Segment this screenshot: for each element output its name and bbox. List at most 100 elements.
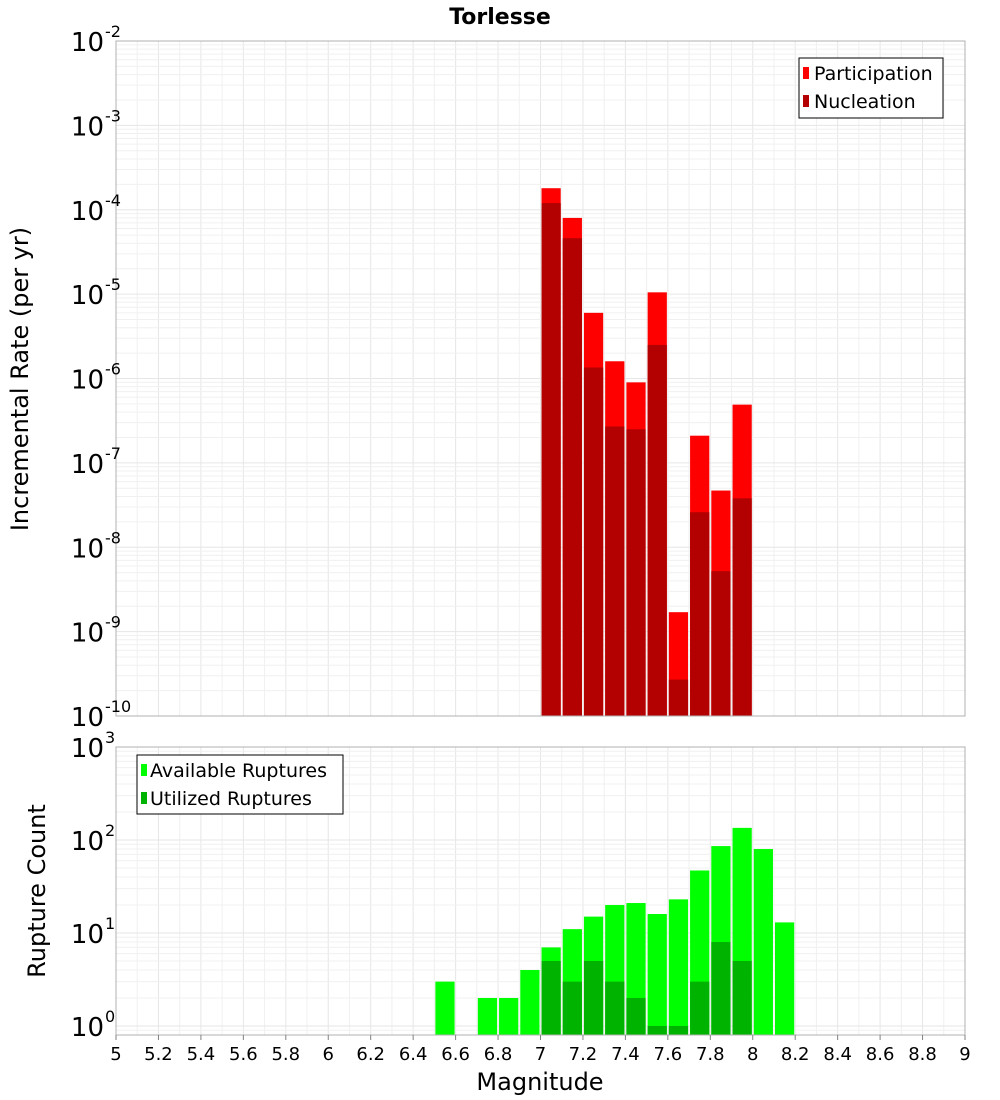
count-bar-available-ruptures [520,969,540,1035]
x-tick-label: 8.6 [866,1044,895,1065]
x-tick-label: 8.2 [781,1044,810,1065]
y-tick-label: 10 [71,28,104,58]
y-tick-exponent: -3 [105,106,121,125]
count-bar-utilized-ruptures [541,960,561,1035]
top-plot-frame [115,40,966,717]
count-bar-utilized-ruptures [668,1025,689,1035]
bottom-plot-grid [115,746,966,1036]
x-axis-label: Magnitude [476,1068,603,1096]
legend-swatch-utilized [141,792,147,804]
x-tick-label: 9 [959,1044,970,1065]
legend-label-utilized: Utilized Ruptures [150,788,312,810]
count-bar-available-ruptures [499,997,519,1035]
count-bar-available-ruptures [774,922,795,1035]
x-ticks: 5 5.2 5.4 5.6 5.8 6 6.2 6.4 6.6 6.8 7 7.2 7.4 7.6 7.8 8… [110,1035,971,1065]
y-tick-label: 10 [71,734,104,764]
x-tick-label: 5.8 [271,1044,300,1065]
rate-bar-nucleation [626,429,646,716]
y-tick-exponent: -8 [105,528,121,547]
bottom-plot-bars [435,827,795,1035]
top-legend-box [798,57,944,119]
y-tick-label: 10 [71,197,104,227]
legend-swatch-nucleation [803,95,809,107]
count-bar-available-ruptures [435,981,455,1035]
chart-title: Torlesse [449,5,551,30]
x-tick-label: 7.8 [696,1044,725,1065]
top-legend: Participation Nucleation [798,57,944,119]
y-tick-label: 10 [71,450,104,480]
legend-swatch-participation [803,67,809,79]
y-tick-exponent: 0 [105,1007,115,1026]
count-bar-utilized-ruptures [605,981,625,1035]
legend-label-participation: Participation [814,63,933,85]
x-tick-label: 6.8 [484,1044,513,1065]
x-tick-label: 5.6 [229,1044,258,1065]
rate-bar-nucleation [541,203,561,716]
y-tick-exponent: -7 [105,444,121,463]
rate-bar-nucleation [690,512,710,716]
y-tick-label: 10 [71,703,104,733]
y-tick-exponent: -10 [105,697,131,716]
x-tick-label: 6 [323,1044,334,1065]
y-tick-exponent: -4 [105,191,121,210]
top-plot-bars [541,188,752,717]
bottom-legend-box [136,754,344,815]
y-tick-label: 10 [71,619,104,649]
y-tick-exponent: -2 [105,22,121,41]
y-tick-exponent: 3 [105,728,115,747]
x-tick-label: 6.4 [399,1044,428,1065]
x-tick-label: 7.2 [569,1044,598,1065]
x-tick-label: 5 [110,1044,121,1065]
count-bar-utilized-ruptures [583,960,604,1035]
count-bar-available-ruptures [753,849,773,1035]
x-tick-label: 6.2 [356,1044,385,1065]
rate-bar-nucleation [668,679,689,716]
count-bar-utilized-ruptures [647,1025,667,1035]
y-tick-label: 10 [71,920,104,950]
y-tick-label: 10 [71,827,104,857]
bottom-legend: Available Ruptures Utilized Ruptures [136,754,344,815]
top-y-axis-label: Incremental Rate (per yr) [6,227,34,531]
rate-bar-nucleation [583,367,604,716]
rate-bar-nucleation [605,426,625,716]
y-tick-exponent: -6 [105,360,121,379]
y-tick-label: 10 [71,366,104,396]
count-bar-utilized-ruptures [711,942,731,1035]
y-tick-label: 10 [71,1013,104,1043]
x-tick-label: 5.2 [144,1044,173,1065]
legend-label-available: Available Ruptures [150,760,327,782]
y-tick-exponent: 2 [105,821,115,840]
count-bar-available-ruptures [477,997,498,1035]
bottom-y-axis-label: Rupture Count [23,804,51,978]
y-tick-label: 10 [71,112,104,142]
x-tick-label: 7.6 [654,1044,683,1065]
y-tick-exponent: -5 [105,275,121,294]
legend-label-nucleation: Nucleation [814,91,916,113]
x-tick-label: 8.8 [908,1044,937,1065]
x-tick-label: 8 [747,1044,758,1065]
top-plot-grid [115,40,966,717]
count-bar-utilized-ruptures [732,960,752,1035]
y-tick-label: 10 [71,534,104,564]
x-tick-label: 6.6 [441,1044,470,1065]
rate-bar-nucleation [711,571,731,716]
x-tick-label: 7.4 [611,1044,640,1065]
y-tick-exponent: -9 [105,613,121,632]
count-bar-available-ruptures [647,914,667,1035]
rate-bar-nucleation [562,238,582,716]
count-bar-utilized-ruptures [562,981,582,1035]
legend-swatch-available [141,764,147,776]
rate-bar-nucleation [647,344,667,716]
x-tick-label: 5.4 [187,1044,216,1065]
x-tick-label: 7 [535,1044,546,1065]
count-bar-utilized-ruptures [690,981,710,1035]
x-tick-label: 8.4 [823,1044,852,1065]
y-tick-exponent: 1 [105,914,115,933]
y-tick-label: 10 [71,281,104,311]
count-bar-available-ruptures [668,899,689,1035]
count-bar-utilized-ruptures [626,997,646,1035]
rate-bar-nucleation [732,498,752,716]
